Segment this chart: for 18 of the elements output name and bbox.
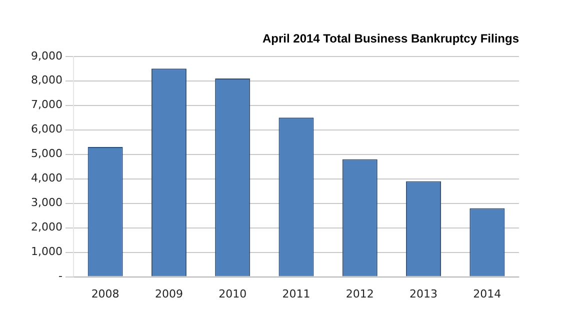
y-tick-label: 9,000 bbox=[30, 49, 62, 62]
chart-title: April 2014 Total Business Bankruptcy Filings bbox=[262, 32, 520, 46]
x-tick-label: 2014 bbox=[473, 287, 502, 300]
x-tick-label: 2008 bbox=[91, 287, 120, 300]
y-tick-label: 3,000 bbox=[30, 196, 62, 210]
y-tick-label: 2,000 bbox=[30, 220, 62, 234]
x-tick-label: 2012 bbox=[346, 287, 374, 300]
y-tick-label: 8,000 bbox=[30, 74, 62, 87]
x-tick-label: 2010 bbox=[218, 287, 247, 300]
x-tick-label: 2011 bbox=[282, 287, 310, 300]
x-tick-label: 2009 bbox=[154, 287, 183, 300]
x-tick-label: 2013 bbox=[410, 287, 438, 300]
y-tick-label: 4,000 bbox=[30, 172, 62, 185]
y-tick-label: 6,000 bbox=[30, 122, 62, 136]
y-tick-label: - bbox=[58, 270, 63, 283]
y-tick-label: 7,000 bbox=[30, 98, 62, 112]
y-tick-label: 1,000 bbox=[30, 245, 62, 258]
y-tick-label: 5,000 bbox=[30, 147, 62, 160]
